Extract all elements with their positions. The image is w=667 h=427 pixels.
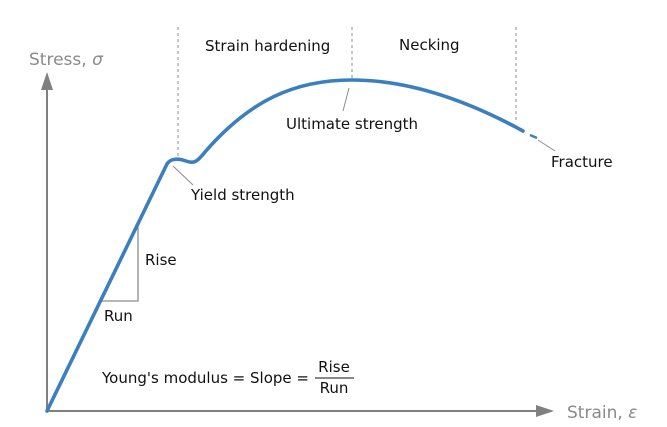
fracture-leader-line [537, 139, 556, 152]
fracture-break-mark [529, 133, 538, 140]
yield-leader-line [172, 165, 194, 186]
strain-hardening-label: Strain hardening [205, 37, 330, 55]
slope-triangle [102, 227, 139, 302]
ultimate-leader-line [342, 87, 350, 112]
y-axis-arrowhead [41, 72, 53, 90]
yield-strength-label: Yield strength [190, 186, 295, 204]
y-axis-label: Stress, σ [29, 50, 104, 70]
formula-numerator: Rise [318, 358, 350, 376]
fracture-label: Fracture [551, 153, 613, 171]
rise-label: Rise [145, 251, 177, 269]
stress-strain-curve [45, 78, 525, 413]
x-axis-arrowhead [536, 405, 554, 417]
necking-label: Necking [399, 36, 460, 54]
run-label: Run [104, 307, 133, 325]
youngs-modulus-formula: Young's modulus = Slope = [101, 369, 309, 387]
x-axis-label: Strain, ε [567, 403, 637, 423]
ultimate-strength-label: Ultimate strength [286, 115, 418, 133]
formula-denominator: Run [320, 379, 349, 397]
